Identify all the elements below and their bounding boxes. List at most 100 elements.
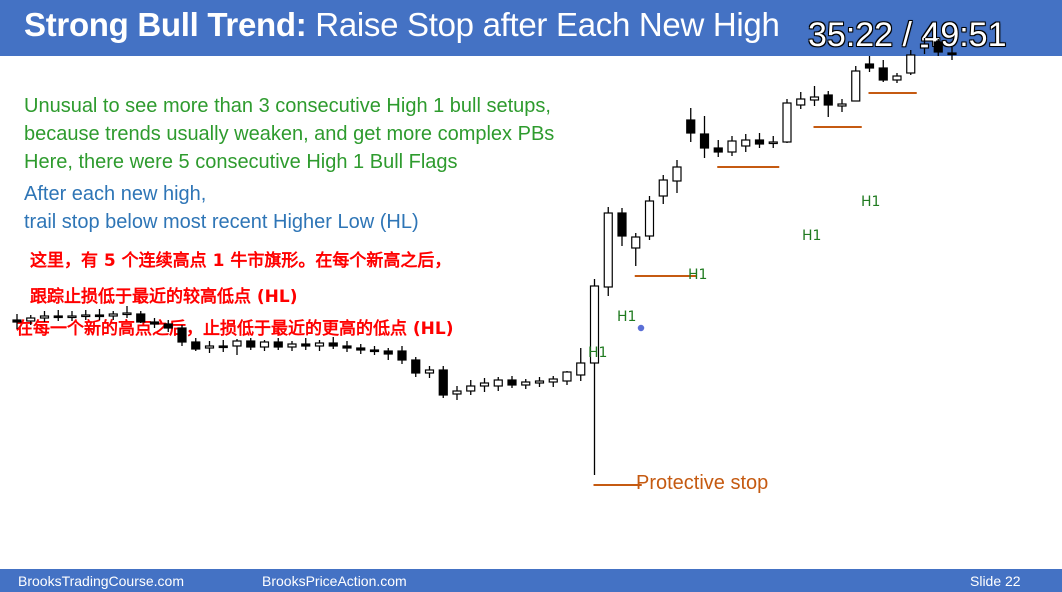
h1-label-1: H1 <box>617 309 636 325</box>
candle-body-20 <box>287 343 297 348</box>
candle-body-25 <box>356 347 366 351</box>
candle-body-23 <box>328 342 338 347</box>
candle-36 <box>507 376 517 388</box>
title-bold: Strong Bull Trend: <box>24 6 307 43</box>
candle-9 <box>136 311 146 323</box>
candle-63 <box>878 60 888 82</box>
candle-body-7 <box>108 313 118 317</box>
candle-body-54 <box>754 139 765 145</box>
candle-body-63 <box>878 67 888 81</box>
note-blue-2: trail stop below most recent Higher Low … <box>24 211 419 233</box>
candle-33 <box>466 380 476 395</box>
footer-slide-number: Slide 22 <box>970 573 1021 589</box>
candle-22 <box>314 340 325 351</box>
candle-body-26 <box>369 349 380 353</box>
candle-body-9 <box>136 313 146 323</box>
candle-14 <box>204 341 215 353</box>
candle-body-56 <box>782 102 792 143</box>
candle-57 <box>796 92 806 109</box>
candle-body-27 <box>383 350 393 355</box>
candle-7 <box>108 311 118 320</box>
candle-48 <box>672 160 682 193</box>
note-green-2: because trends usually weaken, and get m… <box>24 123 555 145</box>
note-red-2: 跟踪止损低于最近的较高低点 (HL) <box>30 287 298 307</box>
candle-body-18 <box>259 341 270 348</box>
candle-13 <box>191 338 201 351</box>
candle-31 <box>438 366 448 398</box>
candle-body-37 <box>521 381 531 386</box>
slide-footer: BrooksTradingCourse.com BrooksPriceActio… <box>0 569 1062 592</box>
candle-body-10 <box>149 321 160 325</box>
candle-61 <box>851 66 861 102</box>
candle-38 <box>534 377 545 387</box>
candle-32 <box>452 386 462 400</box>
candle-body-4 <box>67 315 77 319</box>
candle-16 <box>232 339 242 355</box>
candle-24 <box>342 341 352 352</box>
candle-body-52 <box>727 140 737 153</box>
candle-53 <box>741 134 751 152</box>
candle-body-3 <box>53 315 63 319</box>
candle-0 <box>12 314 22 329</box>
candle-body-21 <box>301 343 311 347</box>
candle-35 <box>493 377 503 391</box>
candle-39 <box>548 376 558 387</box>
candle-body-6 <box>94 314 105 318</box>
candle-66 <box>919 38 930 54</box>
candle-body-15 <box>218 345 228 349</box>
candle-body-51 <box>713 147 723 153</box>
candle-60 <box>837 99 847 112</box>
candle-50 <box>699 116 710 158</box>
candle-54 <box>754 133 765 148</box>
candle-body-34 <box>479 382 490 387</box>
candle-body-61 <box>851 70 861 102</box>
candle-body-42 <box>589 285 600 364</box>
candle-body-1 <box>26 317 36 322</box>
candle-17 <box>246 338 256 350</box>
candle-body-44 <box>617 212 627 237</box>
candle-body-62 <box>864 63 875 69</box>
h1-label-4: H1 <box>861 194 880 210</box>
candle-27 <box>383 348 393 360</box>
slide-header: Strong Bull Trend: Raise Stop after Each… <box>0 0 1062 56</box>
candle-body-53 <box>741 139 751 147</box>
note-red-3: 在每一个新的高点之后，止损低于最近的更高的低点 (HL) <box>16 319 454 339</box>
candle-body-46 <box>644 200 655 237</box>
note-blue-1: After each new high, <box>24 183 207 205</box>
candle-45 <box>631 233 641 266</box>
candle-body-30 <box>424 369 435 374</box>
footer-left-link: BrooksTradingCourse.com <box>18 573 184 589</box>
candle-body-47 <box>658 179 668 197</box>
candle-21 <box>301 338 311 350</box>
candle-body-67 <box>933 41 943 53</box>
candle-body-22 <box>314 342 325 347</box>
candle-body-35 <box>493 379 503 387</box>
candle-34 <box>479 378 490 392</box>
candle-body-66 <box>919 43 930 49</box>
candle-body-0 <box>12 319 22 323</box>
candle-body-40 <box>562 371 572 382</box>
candle-42 <box>589 279 600 475</box>
candle-body-38 <box>534 380 545 384</box>
candle-1 <box>26 315 36 325</box>
candle-body-33 <box>466 385 476 392</box>
candle-55 <box>768 136 778 148</box>
candle-23 <box>328 337 338 349</box>
candle-64 <box>892 73 902 83</box>
candle-body-45 <box>631 236 641 249</box>
candle-body-2 <box>39 315 50 319</box>
h1-label-0: H1 <box>588 345 607 361</box>
candle-body-19 <box>273 341 283 348</box>
candle-body-68 <box>947 52 957 56</box>
candle-body-8 <box>122 312 132 316</box>
candle-body-32 <box>452 390 462 395</box>
candle-body-13 <box>191 341 201 350</box>
candle-65 <box>906 50 916 75</box>
candle-8 <box>122 306 132 318</box>
candle-58 <box>809 86 820 106</box>
candle-body-36 <box>507 379 517 386</box>
candle-body-55 <box>768 141 778 145</box>
candle-6 <box>94 309 105 320</box>
candle-body-11 <box>163 323 173 329</box>
candle-47 <box>658 175 668 204</box>
